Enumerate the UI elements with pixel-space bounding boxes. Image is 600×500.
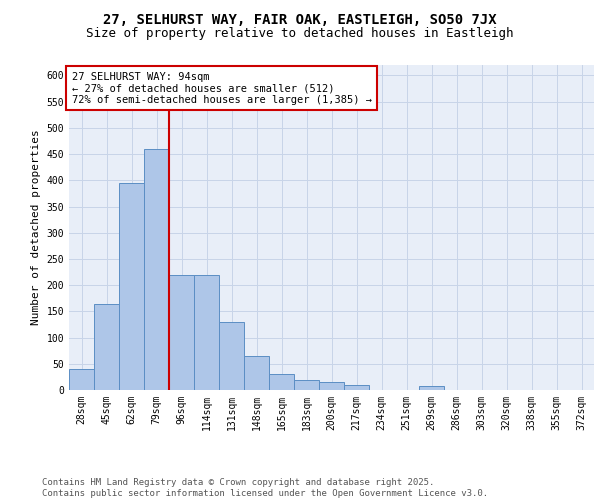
Bar [344,385,369,390]
Text: 27 SELHURST WAY: 94sqm
← 27% of detached houses are smaller (512)
72% of semi-de: 27 SELHURST WAY: 94sqm ← 27% of detached… [71,72,371,104]
Y-axis label: Number of detached properties: Number of detached properties [31,130,41,326]
Bar [269,374,294,390]
Bar [219,322,244,390]
Bar [144,149,169,390]
Bar [94,304,119,390]
Text: Contains HM Land Registry data © Crown copyright and database right 2025.
Contai: Contains HM Land Registry data © Crown c… [42,478,488,498]
Bar [194,274,219,390]
Bar [169,274,194,390]
Text: Size of property relative to detached houses in Eastleigh: Size of property relative to detached ho… [86,28,514,40]
Bar [419,386,444,390]
Bar [69,369,94,390]
Bar [319,382,344,390]
Bar [244,356,269,390]
Text: 27, SELHURST WAY, FAIR OAK, EASTLEIGH, SO50 7JX: 27, SELHURST WAY, FAIR OAK, EASTLEIGH, S… [103,12,497,26]
Bar [119,183,144,390]
Bar [294,380,319,390]
